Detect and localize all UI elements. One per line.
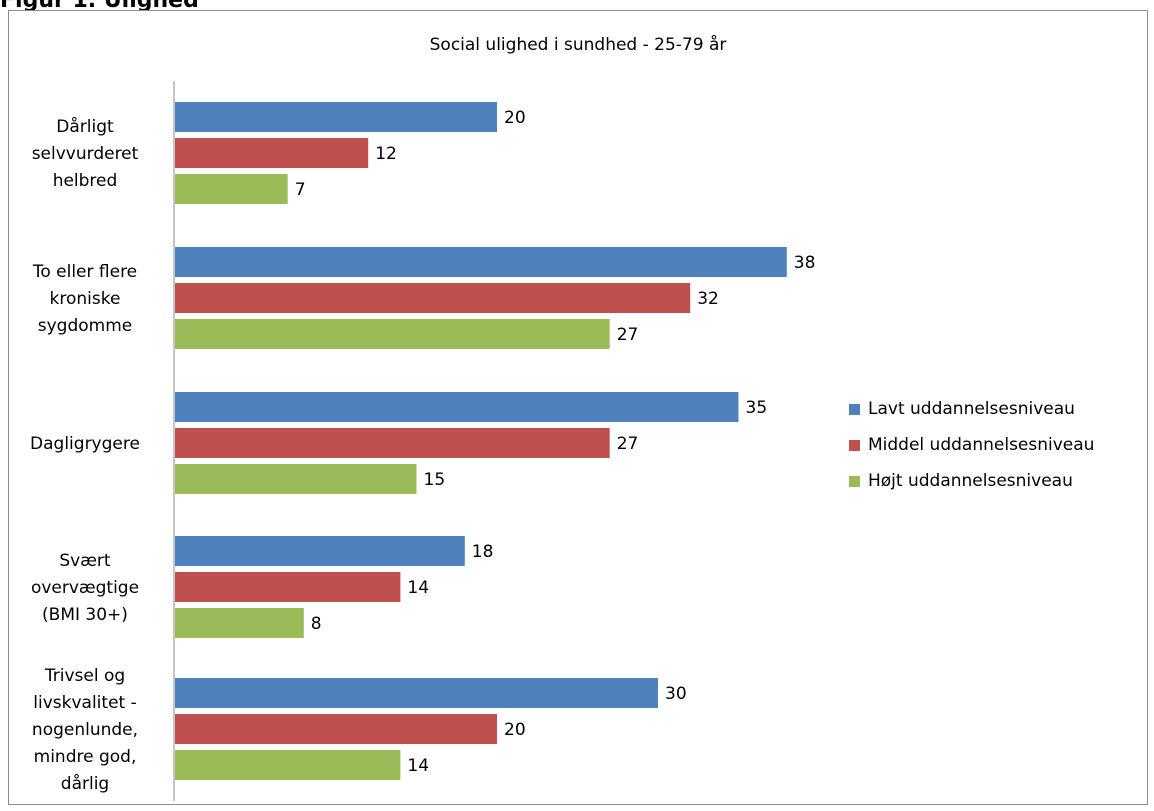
bar: [175, 536, 465, 566]
legend-label: Højt uddannelsesniveau: [868, 471, 1073, 491]
data-label: 8: [311, 614, 322, 634]
bar: [175, 283, 691, 313]
category-label: To eller flere: [32, 262, 137, 282]
category-label: mindre god,: [34, 747, 137, 767]
figure-heading-fragment: Figur 1. Ulighed: [0, 0, 199, 13]
category-label: Trivsel og: [44, 666, 125, 686]
legend-item: Højt uddannelsesniveau: [849, 463, 1094, 499]
data-label: 32: [697, 289, 719, 309]
data-label: 7: [295, 180, 306, 200]
bar: [175, 714, 497, 744]
chart-title: Social ulighed i sundhed - 25-79 år: [429, 35, 727, 55]
data-label: 20: [504, 720, 526, 740]
category-label: livskvalitet -: [33, 693, 136, 713]
category-label: dårlig: [61, 773, 109, 794]
data-label: 12: [375, 144, 397, 164]
bar: [175, 464, 417, 494]
bar: [175, 319, 610, 349]
legend-swatch: [849, 439, 860, 451]
category-label: kroniske: [50, 289, 121, 309]
category-label: Dårligt: [56, 116, 114, 137]
data-label: 27: [617, 434, 639, 454]
data-label: 20: [504, 108, 526, 128]
data-label: 15: [424, 470, 446, 490]
bar: [175, 572, 401, 602]
data-label: 30: [665, 684, 687, 704]
bar-chart: Dårligt selvvurderet helbred 20 12 7 To eller …: [30, 81, 816, 801]
category-label: (BMI 30+): [42, 605, 128, 625]
bar: [175, 247, 787, 277]
chart-frame: Social ulighed i sundhed - 25-79 år Dårl…: [8, 10, 1148, 805]
data-label: 27: [617, 325, 639, 345]
bar: [175, 608, 304, 638]
legend-item: Middel uddannelsesniveau: [849, 427, 1094, 463]
category-label: helbred: [53, 171, 118, 191]
data-label: 35: [746, 398, 768, 418]
bar: [175, 138, 369, 168]
category-label: overvægtige: [31, 578, 139, 598]
legend-label: Lavt uddannelsesniveau: [868, 399, 1075, 419]
data-label: 14: [407, 756, 429, 776]
category-label: selvvurderet: [32, 144, 139, 164]
bar: [175, 678, 658, 708]
legend-item: Lavt uddannelsesniveau: [849, 391, 1094, 427]
data-label: 14: [407, 578, 429, 598]
bar: [175, 174, 288, 204]
bar: [175, 428, 610, 458]
legend-label: Middel uddannelsesniveau: [868, 435, 1095, 455]
category-label: sygdomme: [38, 316, 132, 336]
bar: [175, 392, 739, 422]
legend-swatch: [849, 403, 860, 415]
data-label: 18: [472, 542, 494, 562]
category-label: Svært: [59, 551, 111, 571]
bar: [175, 750, 401, 780]
category-label: nogenlunde,: [32, 720, 138, 740]
data-label: 38: [794, 253, 816, 273]
legend: Lavt uddannelsesniveau Middel uddannelses…: [849, 391, 1094, 499]
bar: [175, 102, 497, 132]
category-label: Dagligrygere: [30, 434, 140, 454]
legend-swatch: [849, 475, 860, 487]
